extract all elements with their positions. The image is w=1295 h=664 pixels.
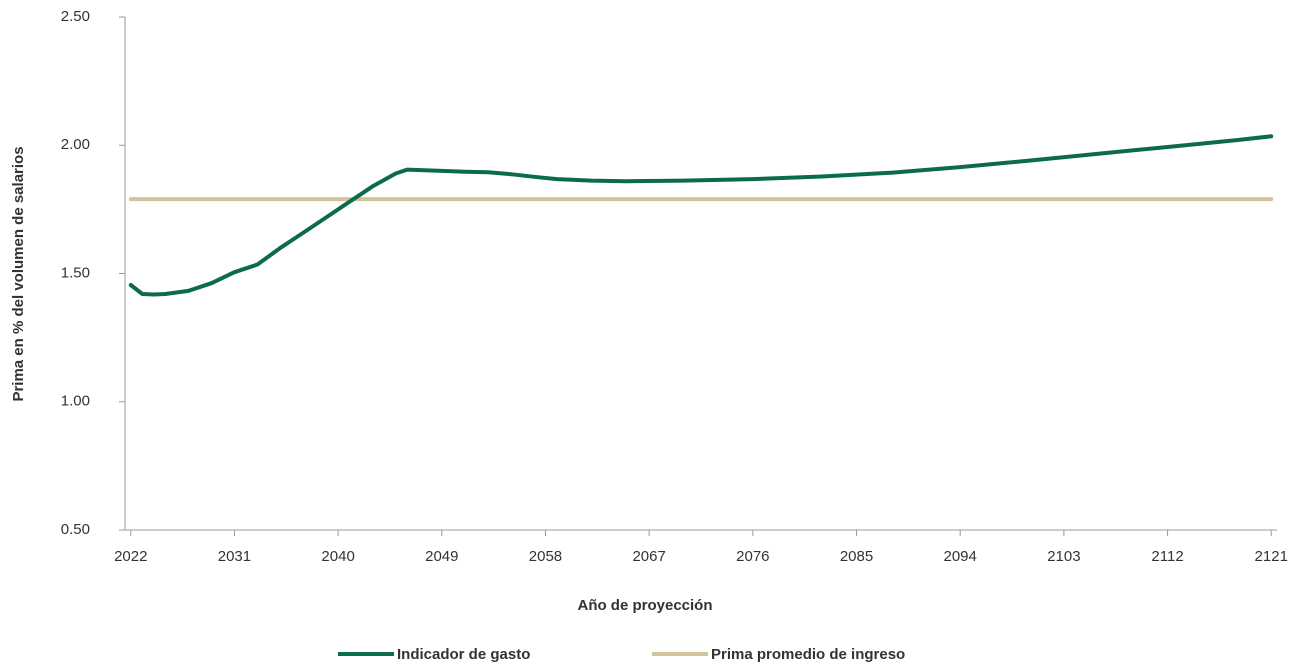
x-tick-label: 2049 [425, 548, 458, 565]
y-tick-label: 2.00 [61, 136, 90, 153]
line [128, 134, 1274, 297]
y-tick-label: 1.00 [61, 393, 90, 410]
x-tick-label: 2076 [736, 548, 769, 565]
x-tick-label: 2067 [632, 548, 665, 565]
x-tick-label: 2085 [840, 548, 873, 565]
x-tick-label: 2031 [218, 548, 251, 565]
y-axis-title: Prima en % del volumen de salarios [10, 146, 27, 401]
x-tick-label: 2040 [321, 548, 354, 565]
legend-label: Indicador de gasto [397, 646, 530, 663]
y-tick-label: 0.50 [61, 521, 90, 538]
x-tick-label: 2103 [1047, 548, 1080, 565]
y-tick-label: 1.50 [61, 264, 90, 281]
y-tick-label: 2.50 [61, 8, 90, 25]
x-tick-label: 2121 [1255, 548, 1288, 565]
x-axis-title: Año de proyección [577, 597, 712, 614]
x-tick-label: 2058 [529, 548, 562, 565]
legend-label: Prima promedio de ingreso [711, 646, 905, 663]
x-tick-label: 2022 [114, 548, 147, 565]
x-tick-label: 2112 [1151, 548, 1183, 565]
x-tick-label: 2094 [944, 548, 977, 565]
